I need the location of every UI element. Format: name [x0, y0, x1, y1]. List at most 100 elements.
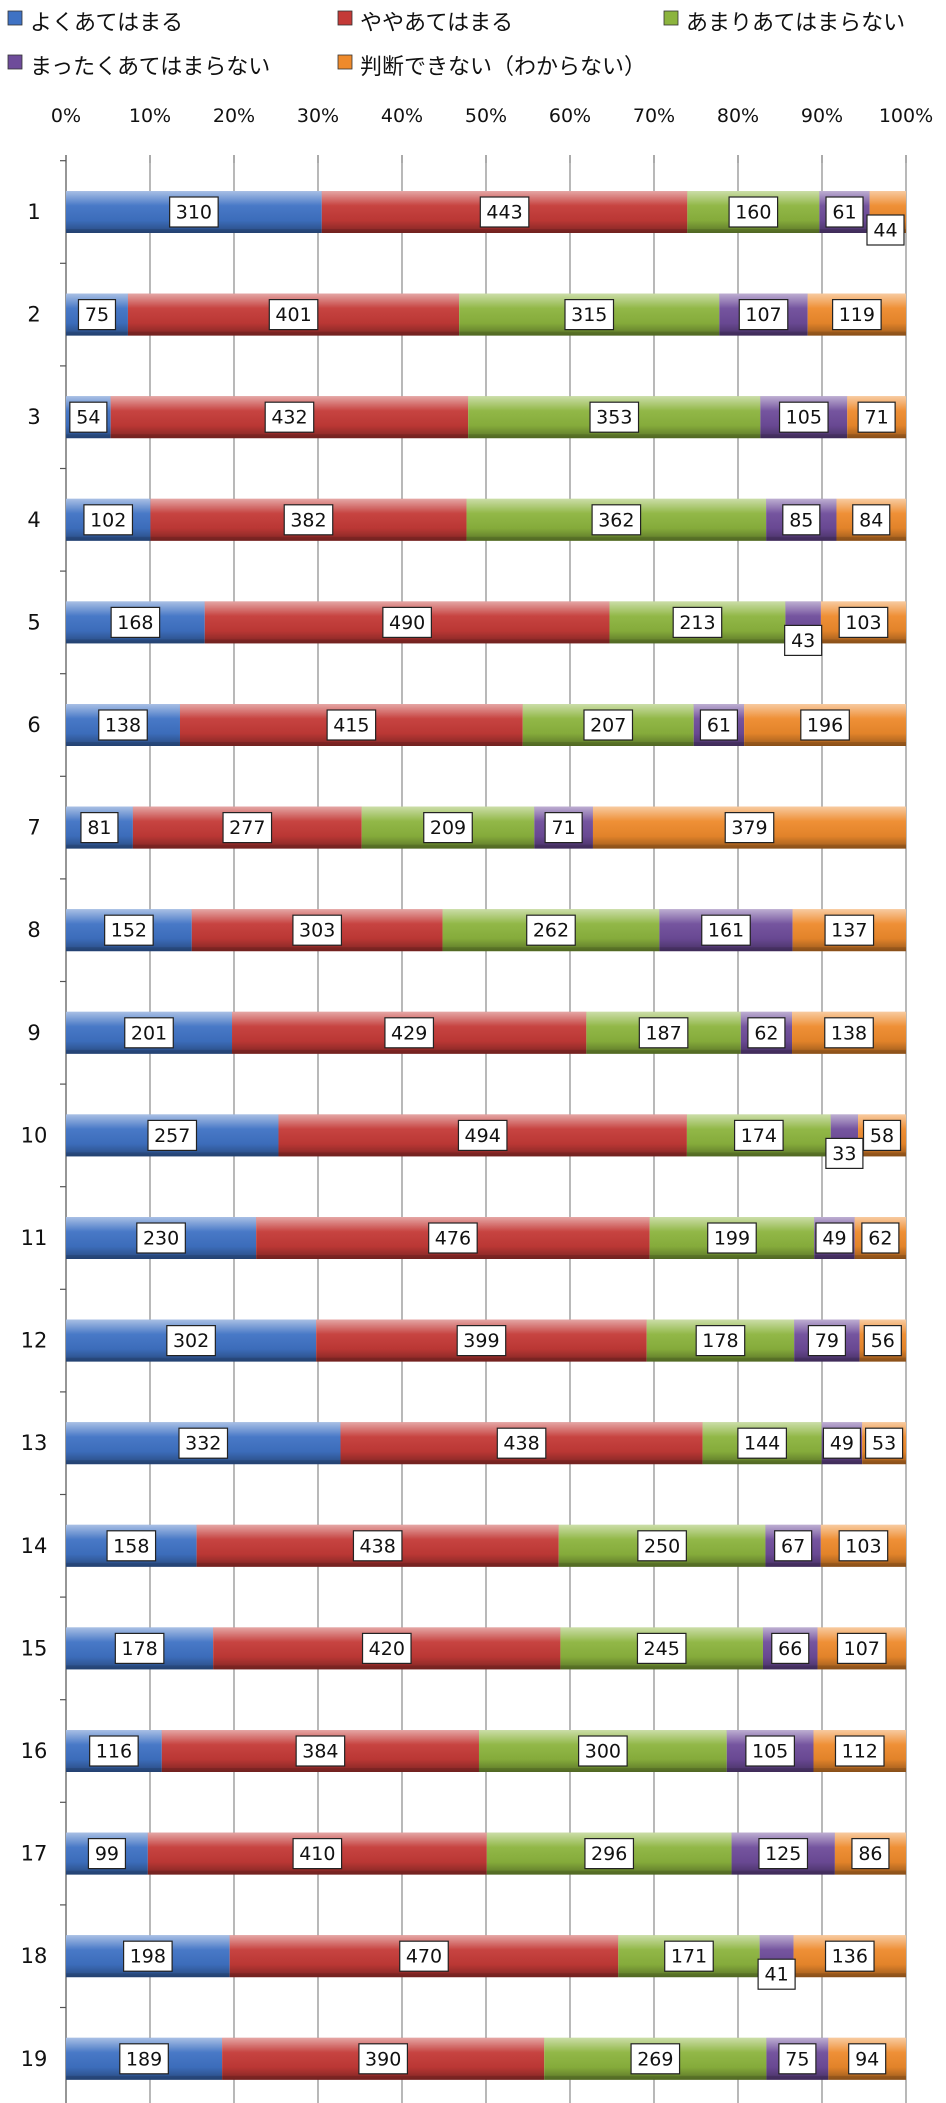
category-label: 16: [21, 1739, 48, 1763]
data-label: 382: [290, 509, 326, 531]
bar-shadow: [192, 947, 443, 951]
data-label: 158: [113, 1535, 149, 1557]
data-label: 245: [644, 1638, 680, 1660]
data-label: 494: [465, 1125, 501, 1147]
category-label: 6: [27, 713, 40, 737]
bar-shadow: [732, 1871, 835, 1875]
category-label: 7: [27, 816, 40, 840]
data-label: 207: [590, 715, 626, 737]
data-label: 303: [299, 920, 335, 942]
category-label: 18: [21, 1944, 48, 1968]
data-label: 66: [778, 1638, 802, 1660]
x-tick-label: 100%: [879, 105, 933, 127]
bar-shadow: [133, 845, 362, 849]
bar-shadow: [586, 1050, 740, 1054]
category-label: 10: [21, 1123, 48, 1147]
bar-shadow: [205, 639, 610, 643]
bar-shadow: [794, 1973, 906, 1977]
data-label: 112: [842, 1741, 878, 1763]
bar-shadow: [487, 1871, 732, 1875]
data-label: 33: [832, 1143, 856, 1165]
legend: よくあてはまる ややあてはまる あまりあてはまらないまったくあてはまらない 判断できな…: [8, 11, 905, 80]
bar-shadow: [150, 537, 466, 541]
bar-shadow: [727, 1768, 814, 1772]
bar-shadow: [232, 1050, 586, 1054]
data-label: 277: [229, 817, 265, 839]
data-label: 62: [868, 1228, 892, 1250]
data-label: 136: [832, 1946, 868, 1968]
bar-shadow: [66, 1563, 197, 1567]
bar-shadow: [828, 2076, 906, 2080]
bar-shadow: [647, 1358, 794, 1362]
data-label: 102: [90, 509, 126, 531]
data-label: 81: [87, 817, 111, 839]
bar-shadow: [523, 742, 694, 746]
category-label: 1: [27, 200, 40, 224]
data-label: 332: [185, 1433, 221, 1455]
data-label: 470: [406, 1946, 442, 1968]
bar-shadow: [835, 1871, 906, 1875]
bar-shadow: [443, 947, 660, 951]
data-label: 41: [765, 1964, 789, 1986]
bar-shadow: [560, 1665, 763, 1669]
data-label: 384: [302, 1741, 338, 1763]
bar-shadow: [821, 639, 906, 643]
bar-shadow: [66, 1358, 316, 1362]
data-label: 116: [96, 1741, 132, 1763]
data-label: 296: [591, 1843, 627, 1865]
bar-shadow: [66, 1871, 148, 1875]
data-label: 58: [870, 1125, 894, 1147]
category-label: 15: [21, 1636, 48, 1660]
legend-label: よくあてはまる: [30, 11, 183, 36]
bar-shadow: [180, 742, 523, 746]
bar-shadow: [467, 537, 767, 541]
category-label: 2: [27, 303, 40, 327]
data-label: 103: [845, 1535, 881, 1557]
legend-swatch: [8, 55, 22, 69]
bar-shadow: [819, 229, 869, 233]
bar-shadow: [362, 845, 535, 849]
data-label: 49: [822, 1228, 846, 1250]
legend-swatch: [338, 55, 352, 69]
legend-label: あまりあてはまらない: [686, 11, 905, 36]
data-label: 62: [754, 1022, 778, 1044]
bar-shadow: [760, 434, 847, 438]
x-tick-label: 10%: [129, 105, 171, 127]
data-label: 213: [679, 612, 715, 634]
data-label: 56: [871, 1330, 895, 1352]
bar-shadow: [197, 1563, 559, 1567]
bar-shadow: [534, 845, 593, 849]
bar-shadow: [593, 845, 906, 849]
x-tick-label: 50%: [465, 105, 507, 127]
bar-shadow: [66, 1050, 232, 1054]
bar-shadow: [687, 229, 819, 233]
bar-shadow: [794, 1358, 859, 1362]
bar-shadow: [66, 2076, 222, 2080]
data-label: 161: [708, 920, 744, 942]
bar-shadow: [822, 1460, 863, 1464]
x-tick-label: 40%: [381, 105, 423, 127]
bar-shadow: [694, 742, 744, 746]
data-label: 353: [596, 407, 632, 429]
data-label: 138: [105, 715, 141, 737]
x-tick-label: 0%: [51, 105, 81, 127]
data-label: 71: [865, 407, 889, 429]
bar-shadow: [66, 1460, 340, 1464]
data-label: 119: [839, 304, 875, 326]
bar-shadow: [559, 1563, 766, 1567]
bar-shadow: [818, 1665, 906, 1669]
bar-shadow: [66, 1665, 213, 1669]
data-label: 198: [130, 1946, 166, 1968]
bar-shadow: [862, 1460, 906, 1464]
bar-shadow: [316, 1358, 647, 1362]
bar-shadow: [703, 1460, 822, 1464]
bar-shadow: [468, 434, 760, 438]
bar-shadow: [148, 1871, 487, 1875]
data-label: 300: [585, 1741, 621, 1763]
data-label: 209: [430, 817, 466, 839]
data-label: 257: [154, 1125, 190, 1147]
data-label: 49: [830, 1433, 854, 1455]
data-label: 410: [299, 1843, 335, 1865]
bar-shadow: [855, 1255, 906, 1259]
